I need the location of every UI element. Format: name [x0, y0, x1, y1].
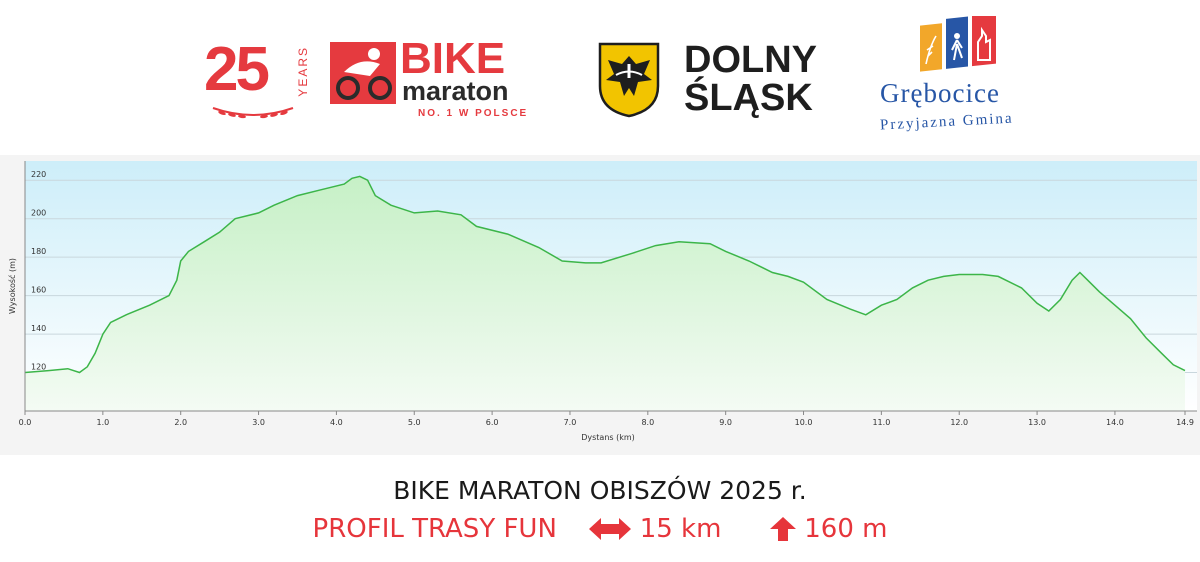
x-tick-label: 0.0 — [19, 418, 32, 427]
x-tick-label: 3.0 — [252, 418, 265, 427]
x-tick-label: 2.0 — [174, 418, 187, 427]
distance-value: 15 km — [639, 514, 722, 544]
y-tick-label: 120 — [31, 363, 46, 372]
logo-dolny-line1: DOLNY — [684, 39, 817, 81]
cyclist-icon — [330, 42, 396, 104]
x-tick-label: 6.0 — [486, 418, 499, 427]
logo-25-number: 25 — [204, 35, 270, 104]
logo-maraton-word: maraton — [402, 76, 509, 106]
logo-25-years: 25 YEARS — [204, 35, 314, 120]
x-tick-label: 14.9 — [1176, 418, 1194, 427]
y-tick-label: 200 — [31, 209, 46, 218]
elevation-value: 160 m — [804, 514, 888, 544]
double-arrow-icon — [589, 518, 632, 540]
logo-bike-tagline: NO. 1 W POLSCE — [418, 108, 529, 119]
x-tick-label: 4.0 — [330, 418, 343, 427]
footer-caption: BIKE MARATON OBISZÓW 2025 r. PROFIL TRAS… — [0, 460, 1200, 562]
elevation-area — [25, 176, 1185, 411]
x-tick-label: 12.0 — [950, 418, 968, 427]
x-tick-label: 1.0 — [96, 418, 109, 427]
event-title: BIKE MARATON OBISZÓW 2025 r. — [393, 476, 807, 505]
x-tick-label: 11.0 — [872, 418, 890, 427]
eagle-shield-icon — [598, 42, 660, 118]
x-tick-label: 14.0 — [1106, 418, 1124, 427]
x-tick-label: 8.0 — [641, 418, 654, 427]
municipality-emblem-icon — [920, 16, 996, 72]
logo-grebocice-tagline: Przyjazna Gmina — [879, 110, 1015, 134]
elevation-line — [24, 175, 1186, 374]
logo-grebocice-name: Grębocice — [880, 78, 1000, 108]
x-axis-label: Dystans (km) — [581, 433, 635, 442]
y-tick-label: 220 — [31, 170, 46, 179]
y-axis-label: Wysokość (m) — [7, 258, 17, 314]
up-arrow-icon — [769, 517, 796, 541]
elevation-profile-chart: 120 140 160 180 200 220 0.0 1.0 2.0 3.0 4.0 5.0 6.0 7… — [0, 155, 1200, 455]
logo-grebocice: Grębocice Przyjazna Gmina — [878, 16, 1038, 136]
x-tick-label: 9.0 — [719, 418, 732, 427]
x-tick-label: 5.0 — [408, 418, 421, 427]
laurel-icon — [212, 107, 294, 119]
y-tick-label: 140 — [31, 324, 46, 333]
y-tick-label: 180 — [31, 247, 46, 256]
route-summary: PROFIL TRASY FUN 15 km 160 m — [0, 514, 1200, 544]
x-tick-label: 10.0 — [795, 418, 813, 427]
logo-25-years-word: YEARS — [296, 46, 310, 97]
profile-label: PROFIL TRASY FUN — [312, 514, 557, 544]
logo-dolny-line2: ŚLĄSK — [684, 77, 813, 119]
x-tick-label: 7.0 — [564, 418, 577, 427]
x-tick-label: 13.0 — [1028, 418, 1046, 427]
logo-dolny-slask: DOLNY ŚLĄSK — [598, 39, 838, 122]
elevation-chart-svg: 120 140 160 180 200 220 0.0 1.0 2.0 3.0 4.0 5.0 6.0 7… — [0, 155, 1200, 455]
logo-bike-word: BIKE — [400, 34, 506, 83]
sponsor-logos: 25 YEARS BIKE maraton NO. 1 W POLSCE — [0, 0, 1200, 150]
logo-bike-maraton: BIKE maraton NO. 1 W POLSCE — [330, 34, 555, 122]
y-tick-label: 160 — [31, 286, 46, 295]
